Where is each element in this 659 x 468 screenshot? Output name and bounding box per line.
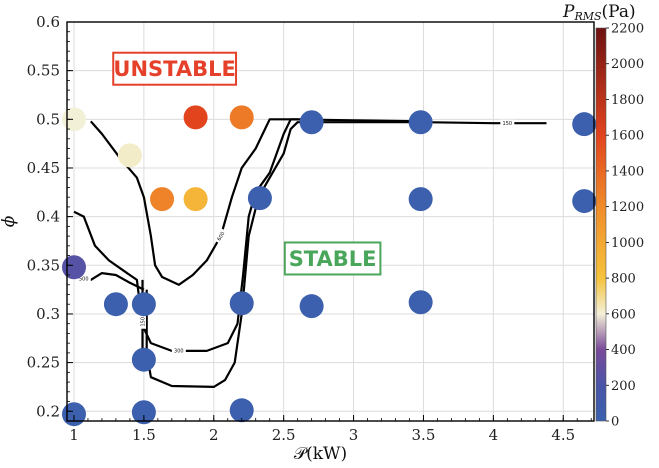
annotation-box (112, 51, 238, 86)
data-point (572, 189, 597, 214)
data-point (299, 110, 324, 135)
colorbar-tick-label: 200 (611, 379, 636, 394)
data-point (61, 255, 86, 280)
y-tick-label: 0.6 (36, 13, 60, 31)
colorbar-tick-label: 1000 (611, 236, 644, 251)
contour-label-bg (214, 228, 228, 244)
x-tick-label: 4.5 (551, 426, 575, 444)
annotation-unstable: UNSTABLE (113, 57, 235, 81)
contour-label: 600 (216, 231, 226, 242)
data-point (229, 105, 254, 130)
colorbar-gradient (595, 27, 607, 422)
contour-label: 150 (140, 317, 146, 327)
x-tick-label: 2.5 (272, 426, 296, 444)
x-axis-label: 𝒫(kW) (294, 444, 347, 464)
colorbar-tick-label: 1800 (611, 93, 644, 108)
data-point (408, 290, 433, 315)
colorbar-tick-label: 1400 (611, 164, 644, 179)
colorbar-tick-label: 2200 (611, 22, 644, 37)
contour-line-300 (73, 118, 424, 352)
contour-label: 150 (503, 121, 513, 127)
y-tick-label: 0.55 (27, 62, 60, 80)
data-points (61, 105, 597, 427)
colorbar-tick-label: 600 (611, 307, 636, 322)
x-tick-label: 2 (209, 426, 219, 444)
plot-frame (66, 21, 595, 422)
y-tick-label: 0.4 (36, 208, 60, 226)
annotation-stable: STABLE (289, 247, 377, 271)
colorbar: 0 200 400 600 800 1000 1200 1400 1600 1800 2000 220… (562, 2, 644, 430)
contour-label: 300 (174, 349, 184, 355)
data-point (103, 292, 128, 317)
contour-label-bg (76, 275, 91, 283)
colorbar-tick-label: 0 (611, 415, 619, 430)
y-axis-label: ϕ (0, 215, 19, 227)
data-point (229, 291, 254, 316)
contour-label-bg (138, 314, 146, 329)
y-tick-label: 0.35 (27, 256, 60, 274)
colorbar-tick-label: 400 (611, 343, 636, 358)
data-point (408, 187, 433, 212)
annotation-box (283, 241, 382, 276)
data-point (572, 112, 597, 137)
data-point (61, 107, 86, 132)
y-tick-label: 0.2 (36, 402, 60, 420)
data-point (117, 143, 142, 168)
data-point (61, 402, 86, 427)
axes: 1 1.5 2 2.5 3 3.5 4 4.5 0.2 0.25 0.3 0.35 0.4 0.45 0.5… (0, 13, 595, 464)
y-tick-label: 0.45 (27, 159, 60, 177)
data-point (299, 294, 324, 319)
y-tick-label: 0.3 (36, 305, 60, 323)
colorbar-tick-label: 2000 (611, 57, 644, 72)
data-point (247, 186, 272, 211)
x-tick-label: 1 (69, 426, 79, 444)
x-tick-label: 3.5 (412, 426, 436, 444)
data-point (150, 187, 175, 212)
contour-label-bg (500, 119, 515, 127)
x-tick-label: 4 (489, 426, 499, 444)
contour-label: 500 (79, 277, 89, 283)
data-point (131, 347, 156, 372)
data-point (183, 187, 208, 212)
data-point (229, 398, 254, 423)
colorbar-tick-label: 1200 (611, 200, 644, 215)
data-point (131, 400, 156, 425)
data-point (183, 105, 208, 130)
region-annotations: UNSTABLE STABLE (112, 51, 382, 276)
contour-line-600 (89, 118, 319, 286)
colorbar-tick-label: 800 (611, 272, 636, 287)
contour-line-150 (145, 121, 547, 388)
y-tick-label: 0.25 (27, 354, 60, 372)
data-point (408, 110, 433, 135)
x-tick-label: 3 (349, 426, 359, 444)
y-tick-label: 0.5 (36, 110, 60, 128)
data-point (131, 292, 156, 317)
colorbar-label: PRMS(Pa) (562, 2, 636, 23)
contour-label-bg (171, 347, 186, 355)
x-tick-label: 1.5 (132, 426, 156, 444)
colorbar-tick-label: 1600 (611, 129, 644, 144)
